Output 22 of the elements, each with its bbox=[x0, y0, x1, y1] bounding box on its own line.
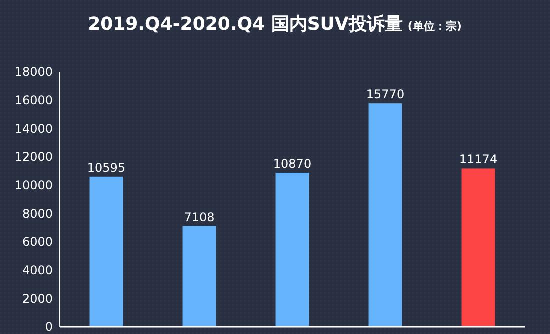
y-tick-label: 0 bbox=[45, 320, 53, 334]
data-label: 11174 bbox=[459, 152, 498, 167]
y-tick-label: 8000 bbox=[22, 206, 53, 221]
y-tick-label: 14000 bbox=[14, 122, 53, 136]
bar bbox=[276, 173, 310, 327]
y-tick-label: 18000 bbox=[14, 65, 53, 80]
chart-subtitle: (单位：宗) bbox=[408, 20, 462, 33]
data-label: 10595 bbox=[87, 160, 126, 175]
y-tick-label: 4000 bbox=[22, 264, 53, 278]
y-tick-label: 10000 bbox=[14, 178, 53, 193]
bar bbox=[368, 104, 402, 327]
data-label: 10870 bbox=[273, 157, 312, 172]
data-label: 7108 bbox=[184, 210, 215, 224]
chart-title: 2019.Q4-2020.Q4 国内SUV投诉量 bbox=[88, 14, 403, 35]
y-tick-label: 16000 bbox=[14, 94, 53, 108]
y-tick-label: 6000 bbox=[22, 235, 53, 250]
y-tick-label: 2000 bbox=[22, 292, 53, 306]
data-label: 15770 bbox=[366, 88, 405, 102]
bar bbox=[90, 176, 124, 327]
y-tick-label: 12000 bbox=[14, 150, 53, 164]
bar bbox=[462, 168, 496, 327]
bar bbox=[182, 226, 216, 327]
